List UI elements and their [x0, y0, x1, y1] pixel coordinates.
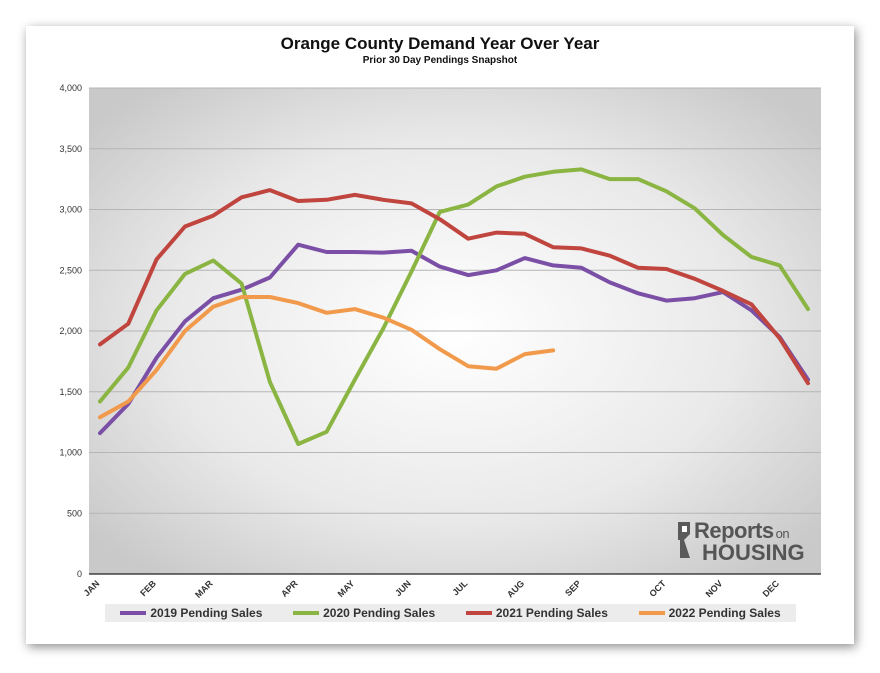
- legend-swatch-2021: [465, 611, 492, 615]
- legend-item-2020: 2020 Pending Sales: [293, 606, 435, 620]
- y-tick-label: 2,000: [59, 326, 82, 336]
- y-tick-label: 3,500: [59, 144, 82, 154]
- y-tick-label: 3,000: [59, 205, 82, 215]
- x-tick-label-aug: AUG: [505, 578, 526, 599]
- logo-housing-text: HOUSING: [702, 540, 805, 565]
- legend-item-2022: 2022 Pending Sales: [638, 606, 781, 620]
- x-tick-label-feb: FEB: [138, 578, 158, 598]
- series-lines: [98, 167, 810, 446]
- y-tick-label: 1,500: [59, 387, 82, 397]
- x-tick-label-oct: OCT: [647, 578, 668, 599]
- legend-item-2021: 2021 Pending Sales: [465, 606, 608, 620]
- legend-swatch-2019: [120, 611, 147, 615]
- line-chart: 05001,0001,5002,0002,5003,0003,5004,000 …: [59, 83, 821, 600]
- y-tick-label: 0: [77, 569, 82, 579]
- series-line-2020: [98, 167, 810, 446]
- legend-label-2022: 2022 Pending Sales: [668, 606, 781, 620]
- y-tick-label: 4,000: [59, 83, 82, 93]
- x-axis-ticks: JAN FEB MAR APR MAY JUN JUL AUG SEP OCT NOV DEC: [82, 578, 782, 600]
- legend-label-2020: 2020 Pending Sales: [323, 606, 436, 620]
- y-tick-label: 1,000: [59, 448, 82, 458]
- chart-card: Orange County Demand Year Over Year Prio…: [26, 26, 854, 644]
- x-tick-label-apr: APR: [279, 578, 300, 599]
- chart-title: Orange County Demand Year Over Year: [280, 34, 600, 53]
- x-tick-label-jul: JUL: [450, 578, 469, 597]
- x-tick-label-mar: MAR: [193, 578, 215, 600]
- legend-item-2019: 2019 Pending Sales: [120, 606, 262, 620]
- y-axis-ticks: 0 500 1,000 1,500 2,000 2,500 3,000 3,500 4,000: [59, 83, 82, 579]
- legend: 2019 Pending Sales 2020 Pending Sales 20…: [105, 604, 796, 622]
- legend-swatch-2020: [293, 611, 320, 615]
- series-line-2021: [98, 188, 810, 386]
- y-tick-label: 2,500: [59, 265, 82, 275]
- logo-reports-text: Reports: [694, 518, 774, 543]
- logo-on-text: on: [775, 526, 790, 541]
- chart-subtitle: Prior 30 Day Pendings Snapshot: [362, 55, 518, 66]
- y-tick-label: 500: [67, 508, 82, 518]
- series-line-2022: [98, 295, 556, 420]
- x-tick-label-jan: JAN: [82, 578, 102, 598]
- x-tick-label-may: MAY: [336, 578, 357, 599]
- x-tick-label-sep: SEP: [563, 578, 583, 598]
- legend-label-2019: 2019 Pending Sales: [150, 606, 263, 620]
- x-tick-label-jun: JUN: [393, 578, 413, 598]
- series-line-2019: [98, 242, 810, 436]
- legend-label-2021: 2021 Pending Sales: [495, 606, 608, 620]
- gridlines: [89, 87, 821, 575]
- logo-house-icon: [678, 522, 690, 558]
- x-tick-label-nov: NOV: [704, 578, 725, 599]
- legend-swatch-2022: [638, 611, 665, 615]
- x-tick-label-dec: DEC: [761, 578, 782, 599]
- logo-line1: Reports on: [694, 518, 790, 544]
